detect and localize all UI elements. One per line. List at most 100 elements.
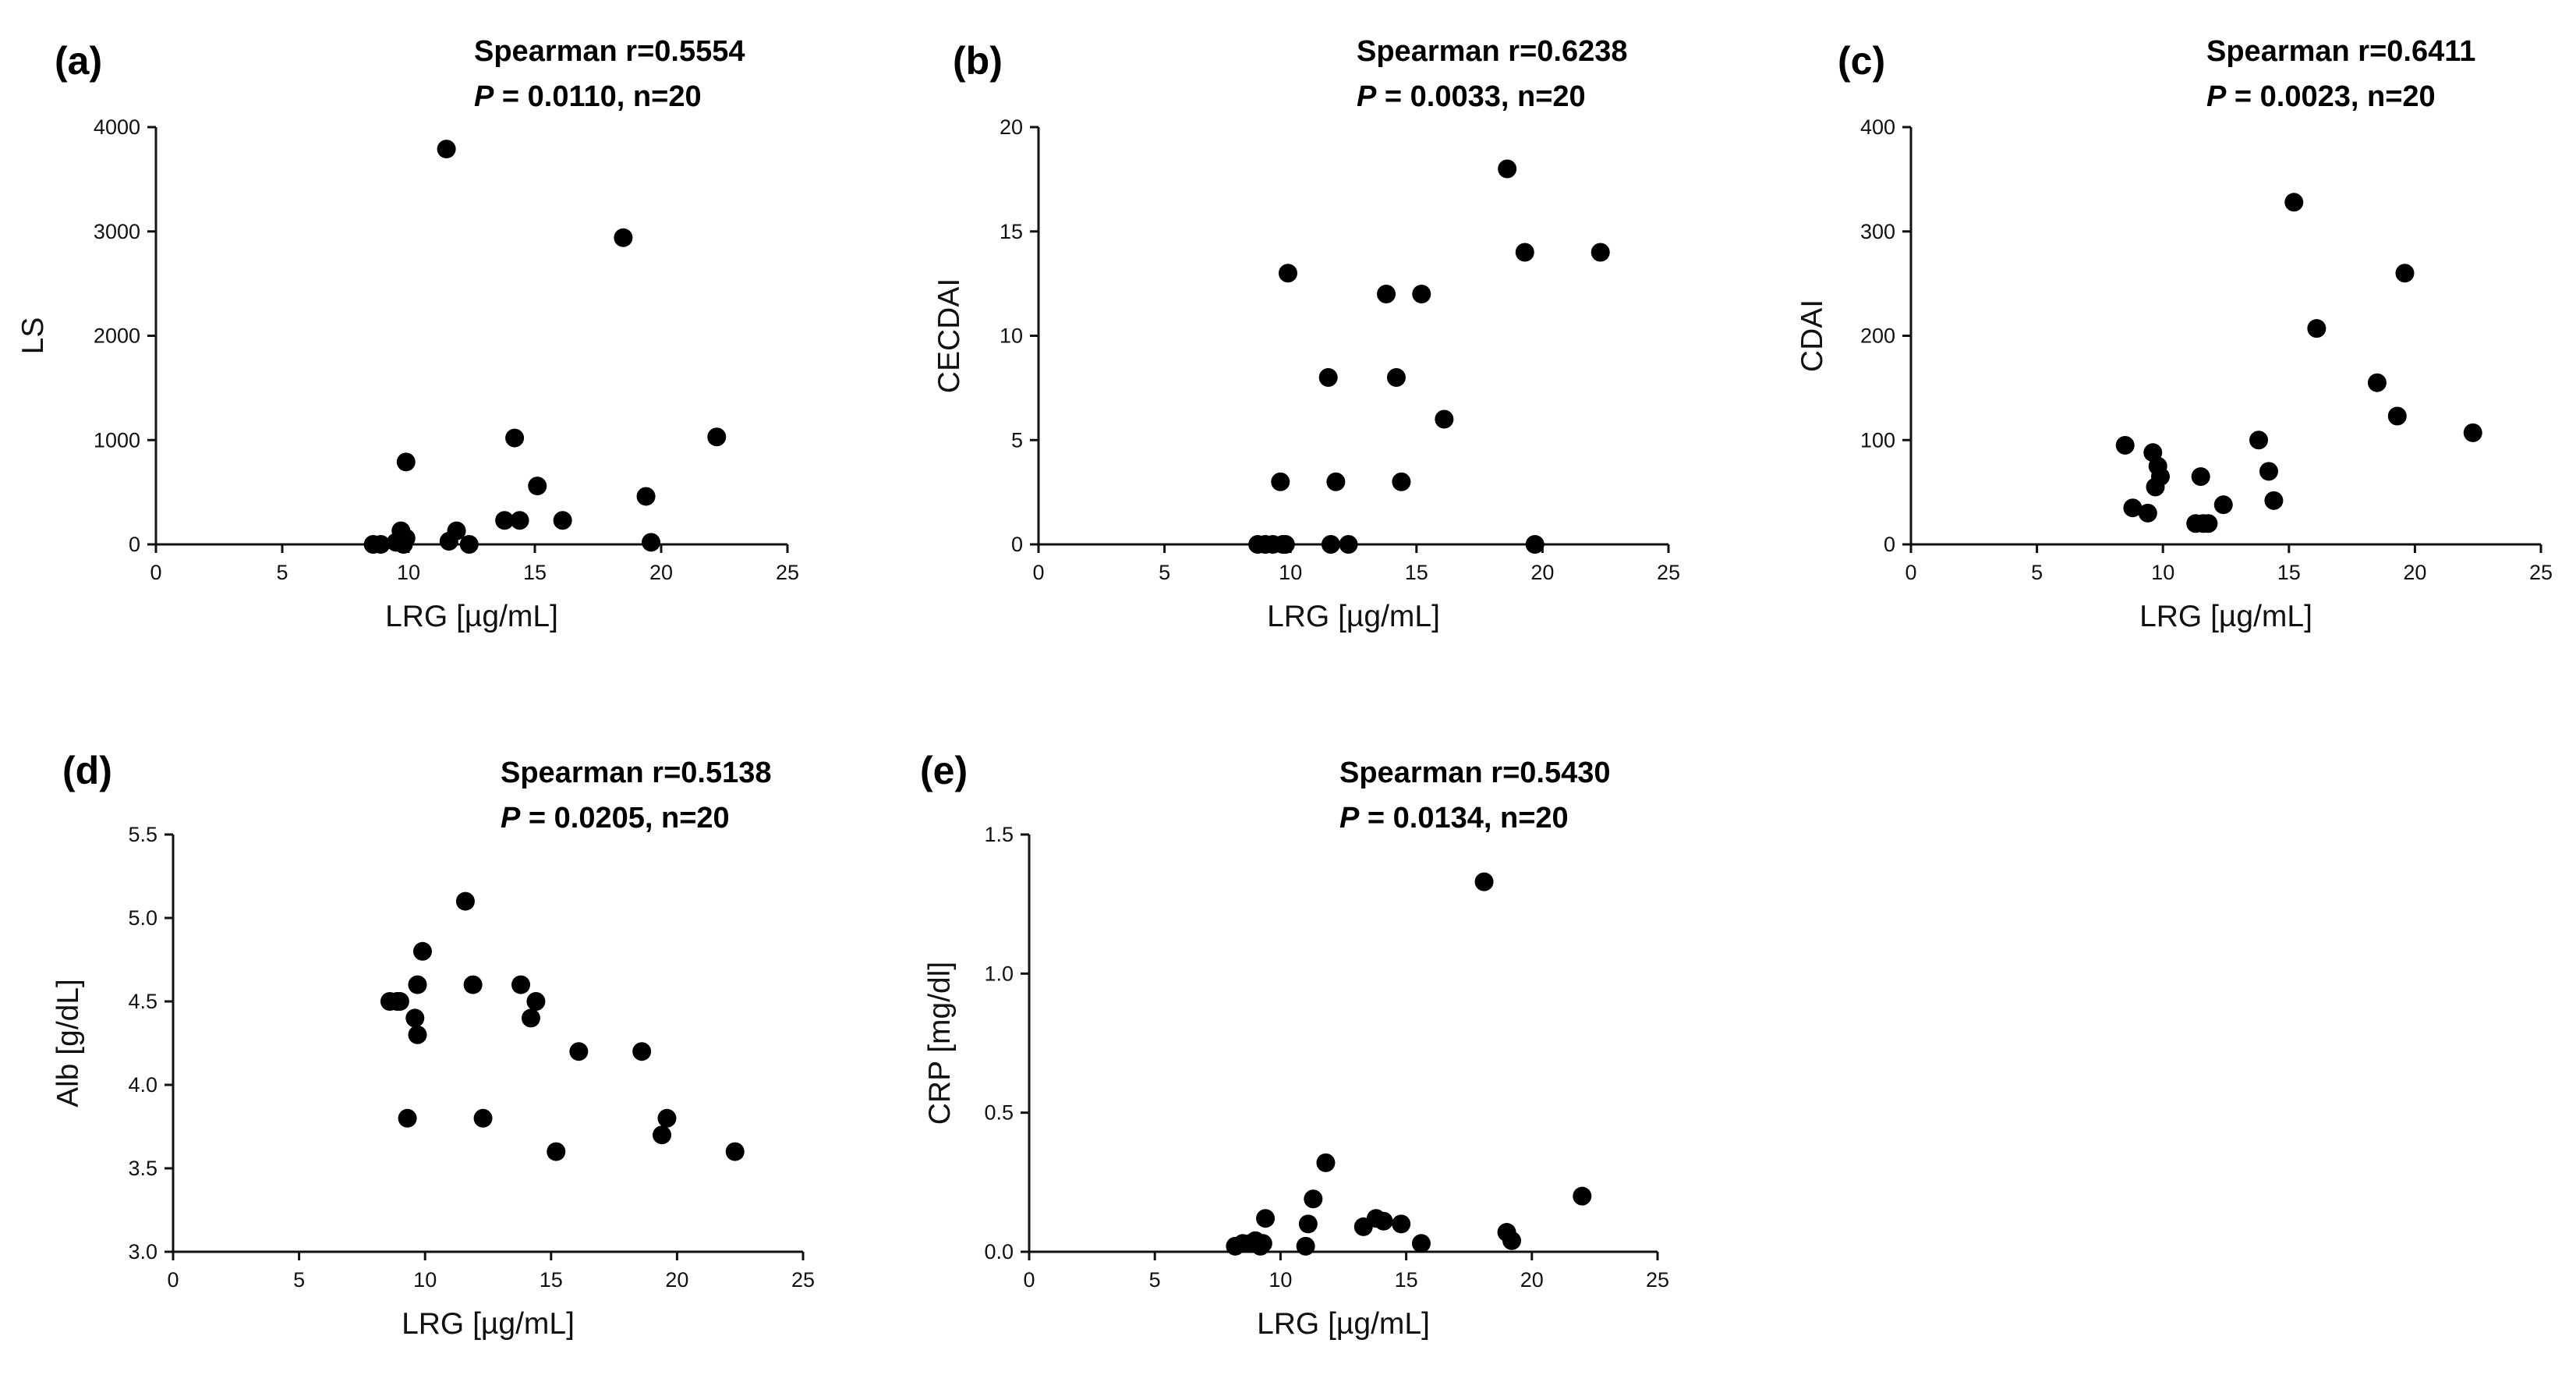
x-tick-label: 0 [150,561,161,584]
data-point [657,1108,677,1128]
y-tick-label: 1000 [94,428,140,452]
x-axis-label: LRG [µg/mL] [385,600,558,633]
x-tick-label: 5 [293,1268,305,1292]
x-tick-label: 25 [2529,561,2553,584]
data-point [521,1008,540,1028]
data-point [2367,373,2387,392]
data-point [396,452,416,472]
y-tick-label: 20 [1000,115,1023,139]
p-value-stat: P = 0.0023, n=20 [2206,80,2436,113]
data-point [412,941,432,961]
data-point [553,511,572,530]
y-tick-label: 300 [1860,220,1895,243]
y-tick-label: 10 [1000,324,1023,348]
data-point [1392,472,1411,491]
data-point [405,1008,425,1028]
panel-label: (c) [1838,39,1885,83]
y-tick-label: 4000 [94,115,140,139]
x-tick-label: 10 [2151,561,2174,584]
y-tick-label: 1.5 [984,823,1014,846]
data-point [1392,1214,1411,1234]
x-tick-label: 10 [1269,1268,1292,1292]
p-symbol: P [1357,80,1377,113]
data-point [1591,243,1610,262]
data-point [511,975,531,994]
data-point [569,1042,589,1061]
x-tick-label: 25 [791,1268,815,1292]
data-point [1573,1186,1592,1206]
data-point [2387,406,2407,426]
y-tick-label: 3.5 [128,1157,157,1180]
data-point [459,535,479,554]
x-tick-label: 0 [1023,1268,1035,1292]
data-point [1298,1214,1318,1234]
data-point [2307,319,2327,338]
x-tick-label: 0 [1032,561,1044,584]
x-axis-label: LRG [µg/mL] [1267,600,1440,633]
data-point [707,427,727,447]
p-value-text: = 0.0110, n=20 [494,80,701,113]
data-point [526,992,546,1011]
y-tick-label: 100 [1860,428,1895,452]
data-point [2395,264,2415,283]
data-point [1278,264,1297,283]
x-tick-label: 5 [276,561,288,584]
data-point [408,975,427,994]
x-tick-label: 15 [540,1268,563,1292]
data-point [1411,1234,1431,1253]
p-value-stat: P = 0.0110, n=20 [474,80,702,113]
data-point [1253,1234,1272,1253]
x-tick-label: 15 [1395,1268,1418,1292]
y-tick-label: 15 [1000,220,1023,243]
p-value-text: = 0.0023, n=20 [2226,80,2435,113]
x-tick-label: 25 [776,561,799,584]
spearman-stat: Spearman r=0.5430 [1339,757,1611,789]
y-tick-label: 0.5 [984,1101,1014,1125]
y-axis-label: LS [16,317,50,355]
data-point [2150,467,2170,487]
data-point [1515,243,1534,262]
x-tick-label: 5 [2031,561,2043,584]
data-point [2264,491,2284,510]
data-point [1435,409,1454,429]
data-point [2138,503,2157,523]
x-tick-label: 20 [2403,561,2426,584]
data-point [2123,498,2143,518]
p-value-stat: P = 0.0033, n=20 [1357,80,1586,113]
y-axis-label: CRP [mg/dl] [923,962,957,1125]
data-point [463,975,483,994]
panel-e: 0.0 0.5 1.0 1.5 0 5 10 15 20 25 LRG [µg/mL] CRP [mg… [920,749,1669,1341]
p-symbol: P [2206,80,2227,113]
y-tick-label: 0.0 [984,1240,1014,1263]
data-point [632,1042,652,1061]
spearman-stat: Spearman r=0.5138 [501,757,772,789]
y-axis-label: CDAI [1796,299,1829,372]
x-tick-label: 10 [413,1268,437,1292]
y-tick-label: 0 [129,533,140,556]
panel-b: 0 5 10 15 20 0 5 10 15 20 25 LRG [µg/mL] CECDAI (b) Sp… [932,35,1680,633]
panel-d: 3.0 3.5 4.0 4.5 5.0 5.5 0 5 10 15 20 25 LRG [µg/mL] A… [51,749,815,1341]
spearman-stat: Spearman r=0.6411 [2206,35,2475,68]
data-point [2463,423,2482,442]
x-tick-label: 15 [1405,561,1428,584]
y-tick-label: 200 [1860,324,1895,348]
y-axis-label: CECDAI [932,278,966,393]
data-point [725,1142,745,1161]
data-point [447,521,466,540]
y-tick-label: 3.0 [128,1240,157,1263]
y-tick-label: 5.5 [128,823,157,846]
x-tick-label: 20 [1520,1268,1544,1292]
data-point [1498,159,1517,179]
y-tick-label: 0 [1011,533,1023,556]
data-point [1502,1231,1522,1250]
y-tick-label: 5 [1011,428,1023,452]
x-tick-label: 20 [1530,561,1554,584]
y-tick-label: 0 [1884,533,1895,556]
data-point [1316,1153,1336,1172]
x-tick-label: 15 [523,561,547,584]
panel-label: (d) [62,749,112,792]
x-tick-label: 25 [1646,1268,1669,1292]
panel-label: (b) [953,39,1003,83]
y-tick-label: 400 [1860,115,1895,139]
data-point [547,1142,566,1161]
